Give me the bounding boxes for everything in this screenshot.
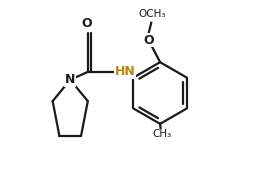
Text: HN: HN — [114, 65, 135, 78]
Text: O: O — [81, 17, 92, 30]
Text: N: N — [65, 73, 75, 86]
Text: O: O — [143, 34, 153, 47]
Text: OCH₃: OCH₃ — [138, 9, 165, 19]
Text: CH₃: CH₃ — [152, 129, 171, 139]
